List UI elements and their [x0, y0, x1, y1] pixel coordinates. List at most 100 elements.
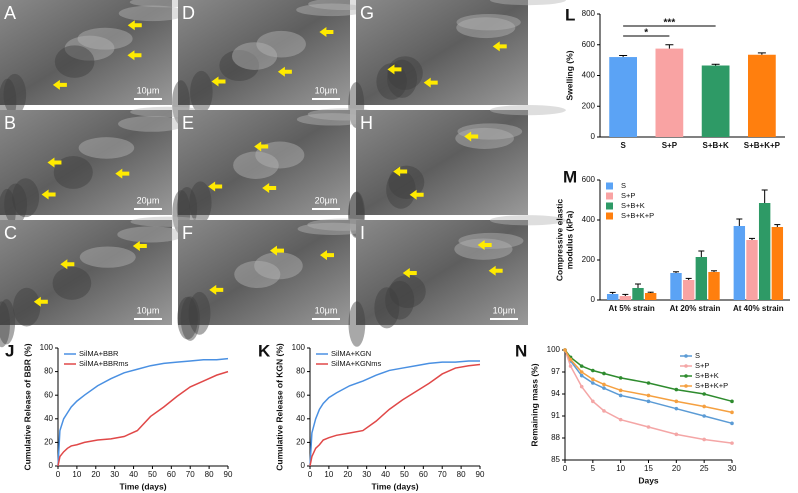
- bar: [695, 257, 708, 300]
- x-tick-label: 0: [563, 464, 568, 473]
- y-tick-label: 200: [582, 101, 596, 110]
- texture: [190, 70, 213, 114]
- arrow: [127, 20, 142, 31]
- legend-swatch: [606, 202, 613, 210]
- x-tick-label: S+B+K: [703, 141, 729, 150]
- y-tick-label: 0: [591, 132, 596, 141]
- marker: [702, 392, 706, 396]
- texture: [385, 280, 415, 320]
- significance-label: *: [644, 28, 648, 39]
- texture: [118, 5, 187, 22]
- x-tick-label: 20: [672, 464, 681, 473]
- marker: [591, 377, 595, 382]
- y-tick-label: 0: [591, 295, 596, 304]
- legend-swatch: [606, 212, 613, 220]
- legend-label: S+B+K: [695, 371, 719, 380]
- arrow: [33, 296, 48, 307]
- legend-label: S+B+K+P: [621, 211, 654, 220]
- x-tick-label: 50: [400, 470, 409, 479]
- x-tick-label: 30: [728, 464, 737, 473]
- x-tick-label: 30: [110, 470, 119, 479]
- texture: [456, 13, 521, 31]
- bar: [606, 294, 619, 300]
- texture: [233, 151, 279, 179]
- arrow: [262, 183, 277, 194]
- marker: [602, 386, 606, 390]
- bar: [771, 227, 784, 300]
- panel-label: N: [515, 341, 527, 360]
- legend-marker: [684, 364, 688, 368]
- marker: [674, 399, 679, 404]
- arrow: [488, 265, 503, 276]
- x-tick-label: 60: [419, 470, 428, 479]
- texture: [118, 115, 186, 132]
- texture: [79, 246, 136, 268]
- error-bar: [698, 250, 705, 257]
- legend-label: SilMA+BBR: [79, 349, 119, 358]
- marker: [563, 348, 567, 352]
- texture: [180, 296, 200, 341]
- panel-label: H: [360, 113, 373, 133]
- scale-bar-label: 10μm: [137, 305, 160, 315]
- error-bar: [635, 283, 641, 288]
- panel-label: E: [182, 113, 194, 133]
- series-line: [309, 360, 480, 467]
- panel-label: L: [565, 5, 575, 24]
- marker: [618, 388, 623, 393]
- y-tick-label: 0: [301, 461, 306, 470]
- y-tick-label: 400: [582, 71, 596, 80]
- legend-swatch: [606, 192, 613, 200]
- series-line: [57, 370, 229, 467]
- x-tick-label: 50: [148, 470, 157, 479]
- panel-label: D: [182, 3, 195, 23]
- marker: [579, 370, 584, 374]
- y-axis-title: Remaining mass (%): [529, 363, 539, 446]
- texture: [387, 56, 423, 90]
- texture: [188, 291, 211, 335]
- texture: [78, 137, 135, 159]
- marker: [591, 399, 595, 404]
- panel-label: F: [182, 223, 193, 243]
- texture: [386, 170, 416, 209]
- texture: [0, 299, 16, 345]
- x-tick-label: 0: [56, 470, 61, 479]
- y-tick-label: 800: [582, 9, 596, 18]
- x-axis-title: Time (days): [119, 481, 166, 491]
- y-axis-title: Swelling (%): [564, 50, 574, 100]
- marker: [702, 414, 706, 418]
- x-tick-label: 70: [186, 470, 195, 479]
- texture: [117, 226, 185, 243]
- marker: [602, 382, 606, 387]
- texture: [231, 42, 278, 70]
- texture: [490, 215, 566, 226]
- x-axis-title: Days: [638, 475, 659, 485]
- legend-marker: [684, 354, 688, 358]
- texture: [52, 266, 92, 300]
- series-line: [564, 349, 733, 425]
- x-tick-label: 30: [362, 470, 371, 479]
- x-tick-label: 40: [381, 470, 390, 479]
- texture: [297, 222, 370, 236]
- y-tick-label: 94: [551, 389, 560, 398]
- scale-bar-label: 10μm: [315, 305, 338, 315]
- arrow: [319, 250, 334, 261]
- series-line: [309, 363, 481, 467]
- series-line: [57, 357, 229, 467]
- error-bar: [609, 291, 616, 294]
- bar: [670, 273, 682, 300]
- y-axis-title: Cumulative Release of BBR (%): [22, 343, 32, 470]
- legend-label: S+B+K: [621, 201, 645, 210]
- arrow: [393, 166, 408, 177]
- panel-label: K: [258, 341, 271, 360]
- x-tick-label: At 40% strain: [733, 304, 784, 313]
- x-tick-label: 80: [457, 470, 466, 479]
- y-tick-label: 88: [551, 433, 560, 442]
- arrow: [47, 157, 62, 168]
- texture: [189, 181, 212, 225]
- legend-label: SilMA+BBRms: [79, 359, 129, 368]
- bar: [644, 293, 657, 300]
- marker: [579, 373, 584, 378]
- texture: [176, 187, 198, 231]
